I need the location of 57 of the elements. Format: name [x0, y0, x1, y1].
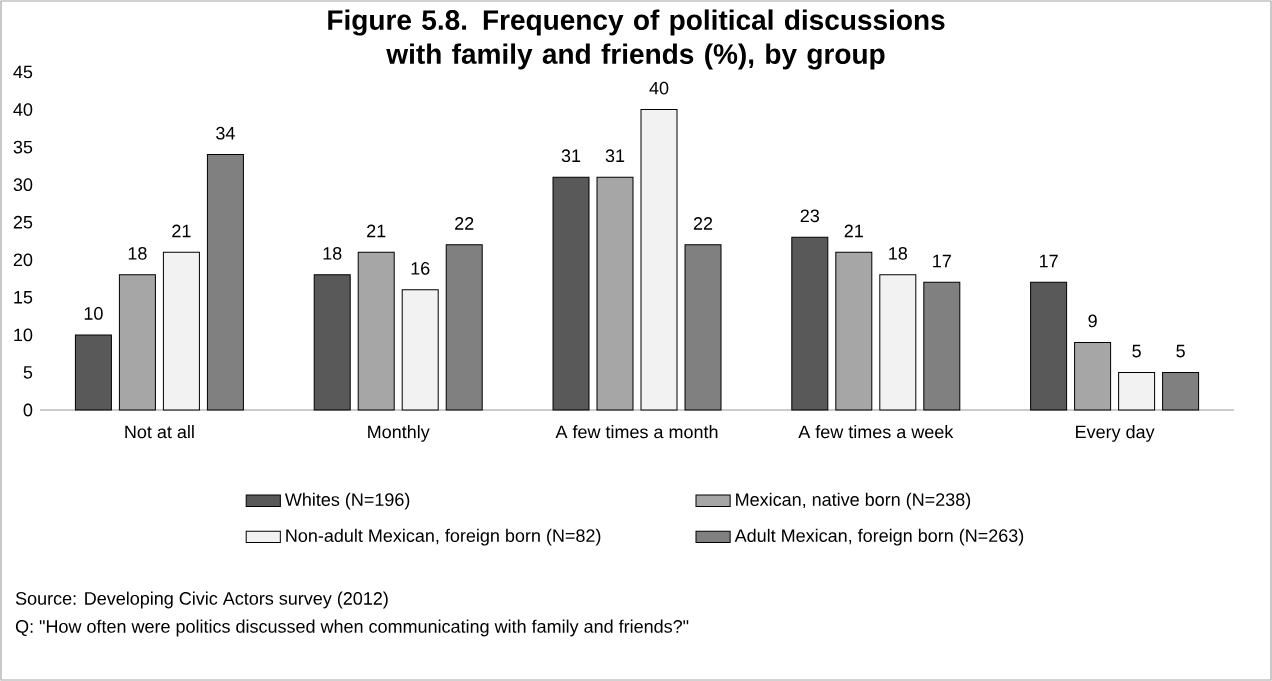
legend-label: Whites (N=196): [284, 492, 410, 510]
y-tick-label: 0: [23, 403, 33, 417]
bar: [1118, 371, 1156, 411]
y-tick-label: 5: [23, 366, 33, 379]
data-label: 17: [1039, 254, 1058, 268]
bar: [791, 236, 829, 411]
data-label: 21: [367, 224, 386, 238]
y-tick-label: 40: [13, 103, 33, 116]
data-label: 5: [1176, 344, 1185, 358]
data-label: 18: [128, 246, 147, 260]
data-label: 18: [889, 246, 908, 260]
data-label: 23: [800, 209, 820, 223]
y-tick-label: 30: [13, 178, 33, 192]
chart-title: Figure 5.8. Frequency of political discussions with family and friends (%), by group: [328, 9, 945, 70]
bar: [357, 251, 395, 411]
x-tick-label: A few times a month: [555, 425, 718, 439]
bar: [640, 109, 678, 411]
data-label: 34: [216, 126, 235, 140]
data-label: 21: [172, 224, 191, 238]
data-label: 21: [844, 224, 863, 238]
data-label: 31: [605, 149, 625, 163]
x-tick-label: Every day: [1076, 425, 1155, 442]
data-label: 31: [561, 149, 581, 163]
data-label: 22: [455, 217, 474, 230]
data-label: 16: [411, 262, 430, 275]
y-tick-label: 35: [13, 140, 33, 154]
data-label: 18: [323, 246, 342, 260]
legend-label: Mexican, native born (N=238): [736, 492, 971, 510]
bar: [596, 176, 634, 411]
source-note: Source: Developing Civic Actors survey (2012): [15, 591, 388, 609]
y-tick-label: 25: [13, 215, 33, 229]
x-tick-label: A few times a week: [798, 425, 954, 439]
legend-label: Adult Mexican, foreign born (N=263): [734, 528, 1024, 546]
data-label: 9: [1088, 314, 1097, 328]
bar: [313, 274, 351, 411]
x-tick-label: Monthly: [368, 425, 430, 442]
y-tick-label: 20: [13, 253, 33, 267]
y-tick-label: 10: [14, 328, 33, 342]
x-tick-label: Not at all: [125, 425, 194, 439]
data-label: 40: [649, 81, 669, 95]
bar: [74, 334, 112, 411]
bar: [552, 176, 590, 411]
text: Q: "How often were politics discussed when communicating with family and friends?": [15, 619, 689, 637]
legend-label: Non-adult Mexican, foreign born (N=82): [286, 528, 601, 546]
data-label: 22: [693, 217, 713, 230]
data-label: 17: [933, 254, 951, 268]
data-label: 5: [1132, 344, 1141, 358]
bar: [401, 289, 439, 411]
bar: [835, 251, 873, 411]
bar: [1074, 341, 1112, 411]
y-tick-label: 45: [13, 65, 33, 79]
bar: [1030, 281, 1068, 411]
bar: [118, 274, 156, 411]
y-tick-label: 15: [14, 291, 33, 304]
bar: [879, 274, 917, 411]
bar: [162, 251, 200, 411]
data-label: 10: [84, 307, 103, 320]
